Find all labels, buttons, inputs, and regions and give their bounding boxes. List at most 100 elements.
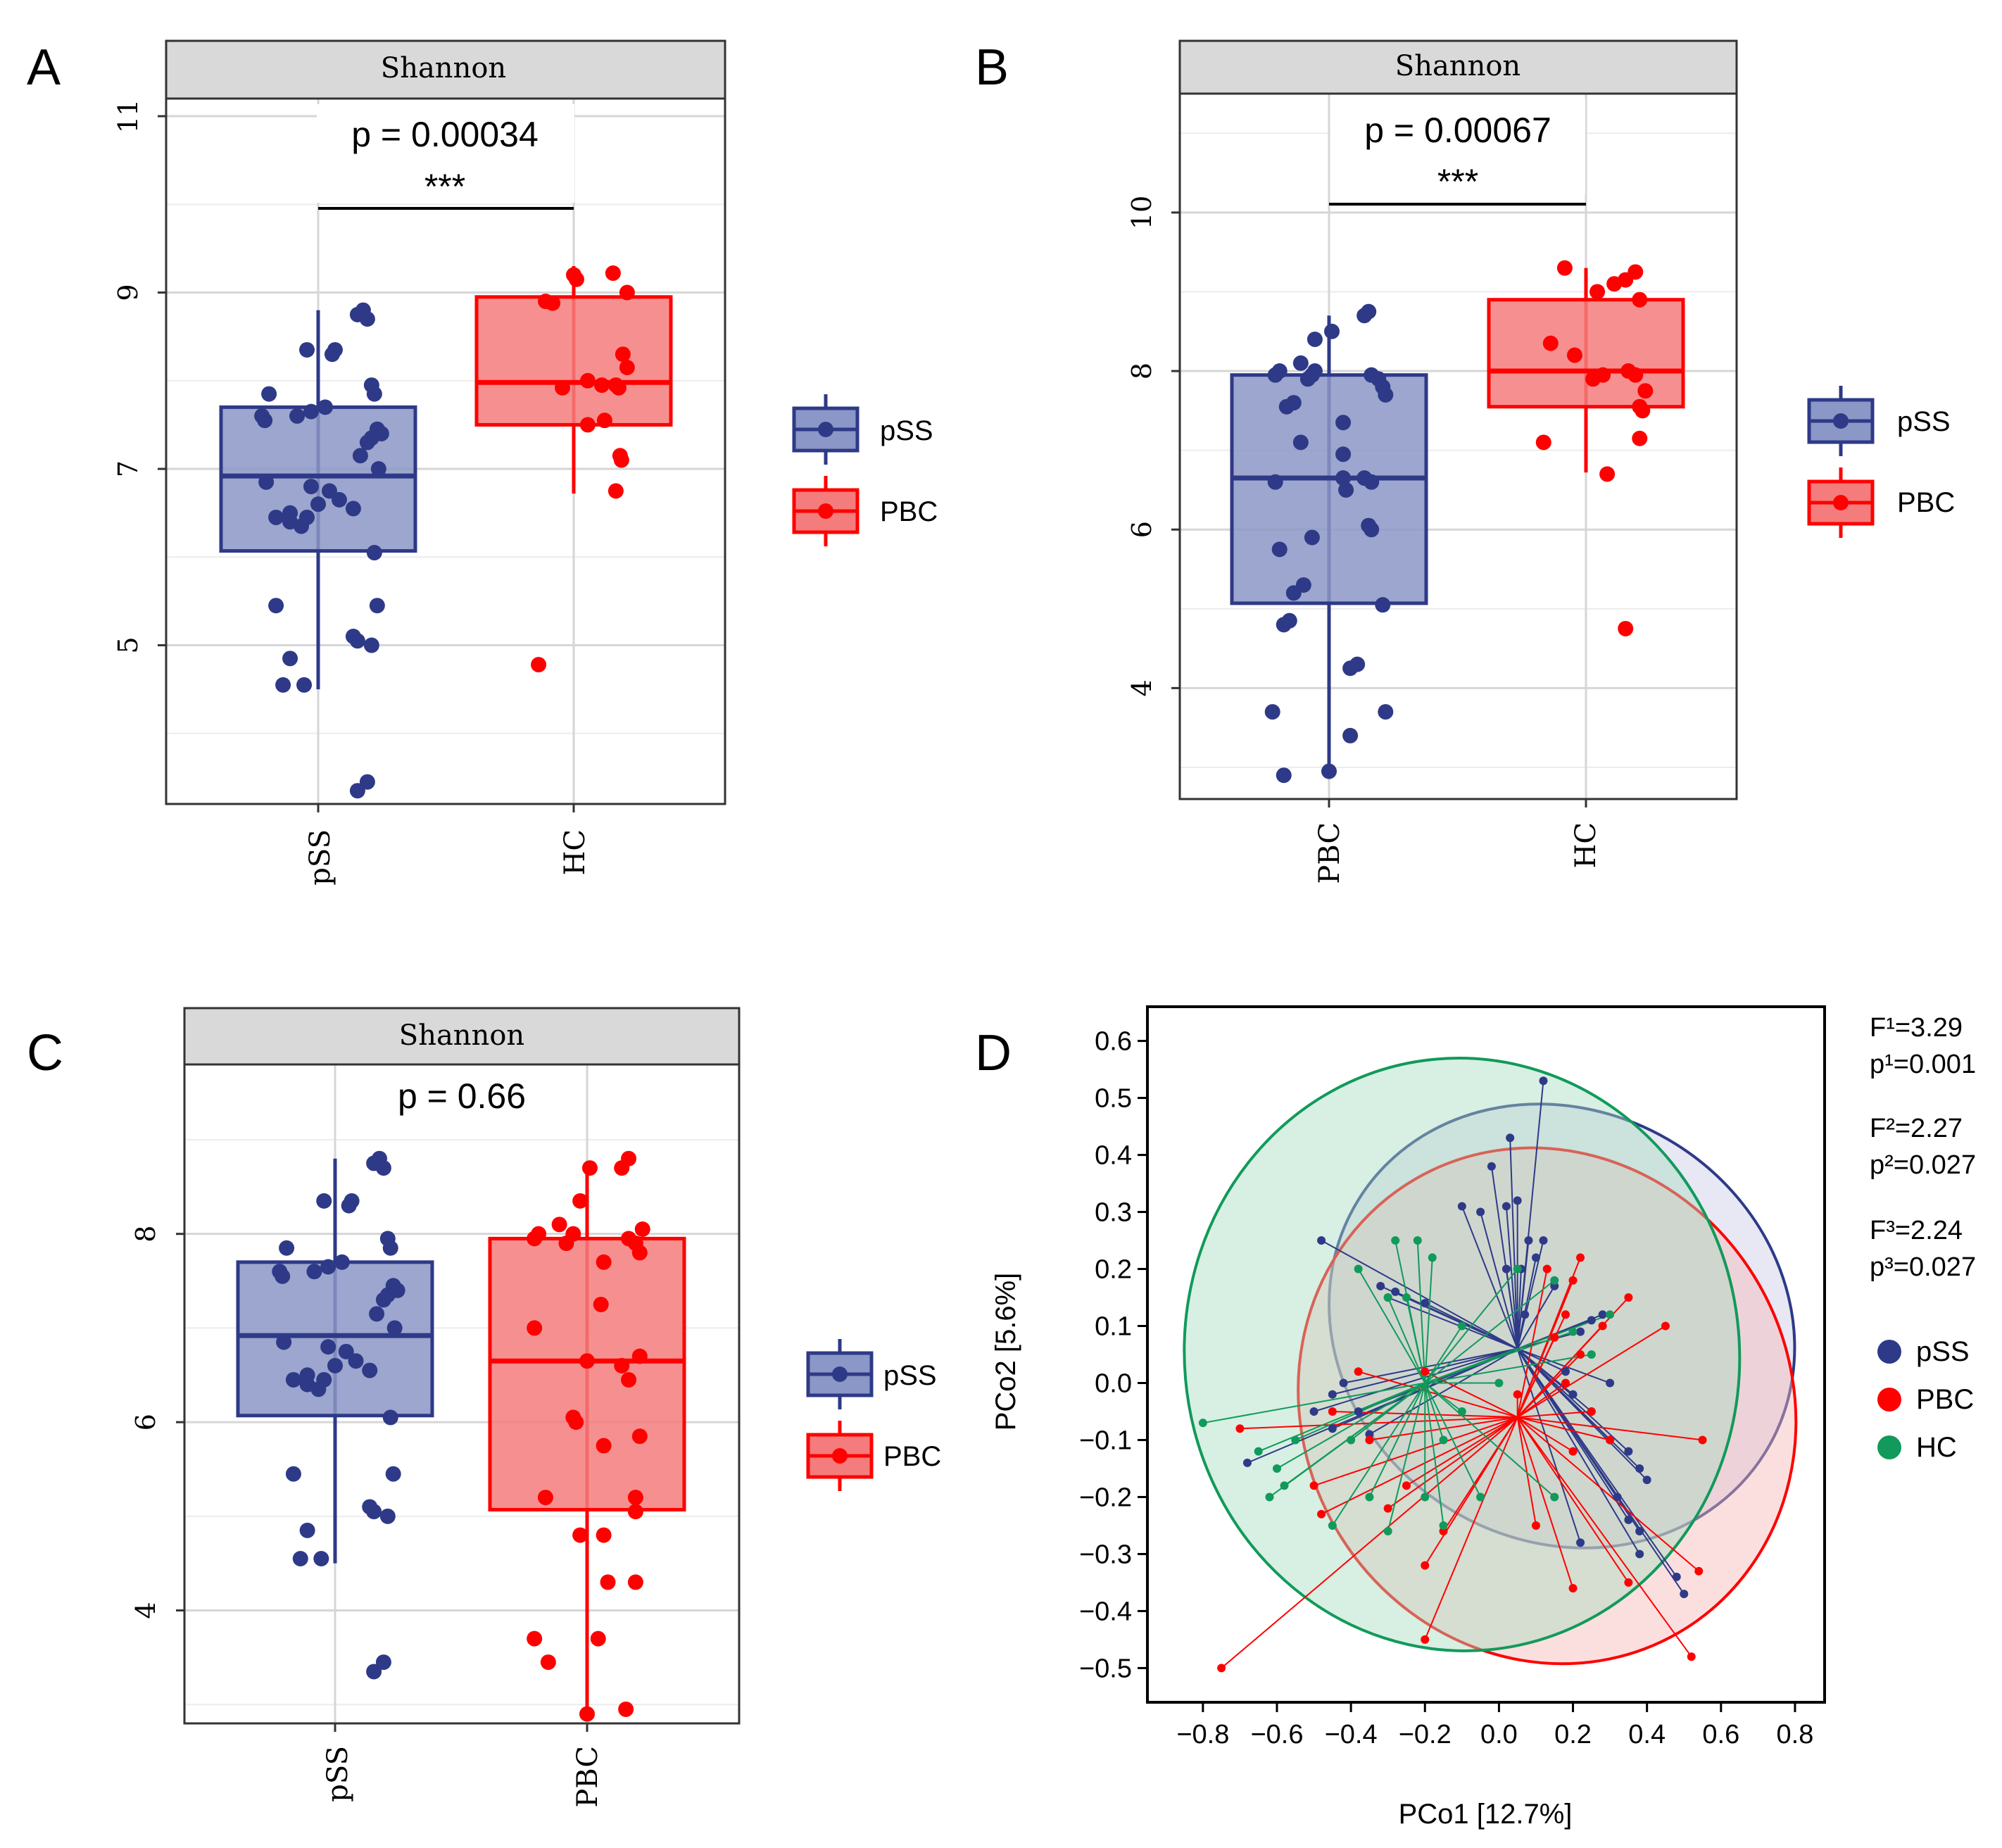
- point-PBC: [1698, 1435, 1707, 1445]
- y-tick-label: −0.1: [1079, 1426, 1132, 1455]
- point-HC: [1280, 1481, 1289, 1490]
- data-point: [366, 386, 382, 402]
- x-tick-b-1: PBC: [1314, 822, 1346, 884]
- data-point: [551, 1217, 567, 1233]
- spoke-pSS: [1509, 1138, 1518, 1349]
- data-point: [362, 1362, 378, 1378]
- x-tick-label: 0.8: [1777, 1720, 1814, 1749]
- spoke-HC: [1424, 1383, 1444, 1440]
- p-value-c: p = 0.66: [398, 1076, 526, 1116]
- data-point: [375, 1654, 391, 1671]
- point-pSS: [1587, 1316, 1596, 1325]
- data-point: [362, 1499, 378, 1515]
- p-value-b: p = 0.00067: [1364, 111, 1551, 150]
- spoke-pSS: [1516, 1240, 1530, 1350]
- y-tick-label: 10: [1126, 196, 1157, 230]
- data-point: [1556, 260, 1573, 276]
- data-point: [352, 448, 368, 464]
- panel-label-b: B: [975, 39, 1009, 96]
- data-point: [279, 1240, 295, 1256]
- data-point: [596, 1438, 612, 1454]
- x-tick-c-1: pSS: [322, 1746, 354, 1802]
- data-point: [299, 341, 315, 358]
- point-PBC: [1513, 1390, 1522, 1399]
- spoke-PBC: [1321, 1416, 1518, 1515]
- point-pSS: [1635, 1464, 1644, 1473]
- point-HC: [1328, 1521, 1337, 1530]
- data-point: [1618, 620, 1634, 636]
- panel-label-c: C: [27, 1025, 63, 1081]
- point-HC: [1476, 1492, 1485, 1502]
- data-point: [596, 413, 612, 429]
- panel-b-boxplot: 4 6 8 10: [1126, 39, 1738, 807]
- spoke-HC: [1424, 1382, 1555, 1498]
- point-HC: [1254, 1447, 1263, 1456]
- data-point: [1321, 763, 1337, 779]
- x-tick-label: −0.8: [1176, 1720, 1229, 1749]
- data-point: [268, 509, 284, 525]
- data-point: [568, 271, 584, 287]
- data-point: [1307, 363, 1323, 379]
- box-iqr: [488, 1236, 686, 1511]
- spoke-HC: [1416, 1240, 1426, 1383]
- spoke-pSS: [1516, 1348, 1641, 1554]
- point-pSS: [1539, 1236, 1548, 1245]
- point-HC: [1513, 1264, 1522, 1274]
- point-HC: [1550, 1276, 1559, 1285]
- point-PBC: [1568, 1584, 1578, 1593]
- data-point: [618, 1701, 634, 1717]
- point-pSS: [1328, 1390, 1337, 1399]
- point-HC: [1291, 1435, 1300, 1445]
- box-iqr: [474, 295, 673, 427]
- point-pSS: [1624, 1447, 1633, 1456]
- box-pSS: [236, 1150, 434, 1680]
- point-PBC: [1383, 1504, 1392, 1513]
- d-legend-item-3: HC: [1916, 1432, 1957, 1463]
- data-point: [555, 379, 571, 396]
- box-PBC: [1230, 303, 1428, 784]
- legend-b: pSS PBC: [1807, 386, 1955, 538]
- y-tick-label: 9: [113, 284, 144, 301]
- d-stat-p3: p³=0.027: [1870, 1252, 1976, 1282]
- strip-c: Shannon: [399, 1019, 524, 1052]
- data-point: [338, 1343, 354, 1359]
- point-PBC: [1550, 1333, 1559, 1342]
- data-point: [540, 1654, 556, 1671]
- data-point: [1628, 367, 1644, 383]
- point-pSS: [1635, 1527, 1644, 1536]
- legend-b-item-1: pSS: [1897, 406, 1951, 437]
- strip-background: [183, 1007, 741, 1066]
- box-iqr: [1230, 373, 1428, 605]
- spoke-PBC: [1369, 1416, 1518, 1441]
- point-pSS: [1502, 1264, 1511, 1274]
- data-point: [1292, 355, 1309, 371]
- data-point: [596, 1527, 612, 1543]
- legend-a: pSS PBC: [792, 394, 938, 546]
- point-PBC: [1421, 1635, 1430, 1644]
- data-point: [537, 1490, 553, 1506]
- data-point: [1324, 323, 1340, 339]
- data-point: [299, 1522, 315, 1538]
- data-point: [285, 1466, 301, 1482]
- p-label-background: [373, 1070, 550, 1123]
- data-point: [1542, 335, 1559, 351]
- y-tick-label: −0.3: [1079, 1540, 1132, 1569]
- data-point: [527, 1320, 543, 1336]
- data-point: [1628, 264, 1644, 280]
- point-pSS: [1606, 1378, 1615, 1388]
- point-pSS: [1576, 1538, 1585, 1547]
- point-pSS: [1576, 1327, 1585, 1336]
- x-tick-a-2: HC: [559, 829, 591, 876]
- plot-border: [165, 97, 726, 805]
- point-HC: [1439, 1435, 1448, 1445]
- point-HC: [1439, 1521, 1448, 1530]
- point-pSS: [1487, 1162, 1496, 1171]
- point-pSS: [1354, 1407, 1363, 1416]
- panel-a-boxplot: 5 7 9 11: [113, 39, 726, 812]
- d-legend-dot: [1877, 1435, 1901, 1459]
- data-point: [631, 1245, 648, 1261]
- spoke-HC: [1424, 1279, 1555, 1384]
- point-pSS: [1613, 1492, 1622, 1502]
- data-point: [389, 1282, 405, 1298]
